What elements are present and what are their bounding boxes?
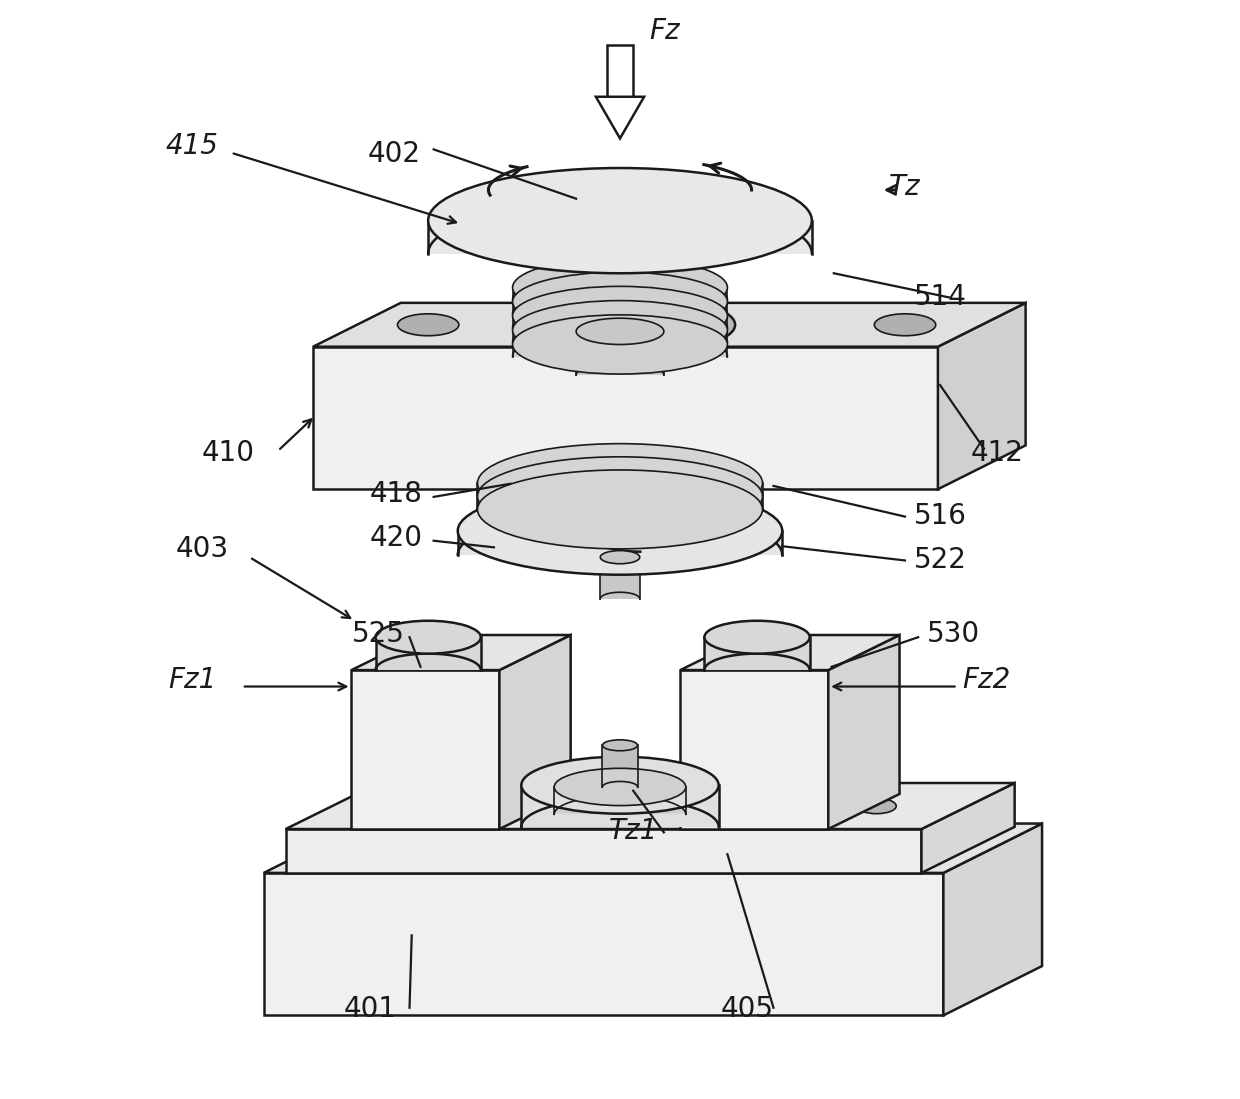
- Polygon shape: [312, 346, 937, 489]
- Ellipse shape: [603, 740, 637, 751]
- Text: Fz: Fz: [650, 18, 681, 45]
- Polygon shape: [500, 635, 570, 829]
- Text: 514: 514: [914, 282, 967, 311]
- Polygon shape: [937, 303, 1025, 489]
- Ellipse shape: [500, 506, 740, 571]
- Text: 525: 525: [351, 620, 404, 648]
- Polygon shape: [944, 823, 1042, 1015]
- Ellipse shape: [402, 798, 441, 813]
- Ellipse shape: [704, 621, 810, 654]
- Polygon shape: [921, 782, 1014, 873]
- Text: 516: 516: [914, 502, 967, 530]
- Ellipse shape: [874, 314, 936, 335]
- Ellipse shape: [600, 551, 640, 564]
- Ellipse shape: [512, 273, 728, 331]
- Polygon shape: [312, 303, 1025, 346]
- Ellipse shape: [512, 258, 728, 317]
- Polygon shape: [428, 221, 812, 254]
- Polygon shape: [596, 97, 644, 138]
- Polygon shape: [376, 637, 481, 670]
- Polygon shape: [512, 288, 728, 300]
- Ellipse shape: [512, 287, 728, 345]
- Polygon shape: [606, 45, 634, 97]
- Polygon shape: [477, 484, 763, 495]
- Text: 410: 410: [201, 440, 254, 467]
- Text: 530: 530: [928, 620, 980, 648]
- Polygon shape: [600, 557, 640, 599]
- Polygon shape: [285, 782, 1014, 829]
- Polygon shape: [554, 787, 686, 814]
- Ellipse shape: [477, 470, 763, 548]
- Polygon shape: [512, 344, 728, 356]
- Polygon shape: [512, 302, 728, 314]
- Ellipse shape: [857, 798, 897, 813]
- Polygon shape: [264, 873, 944, 1015]
- Text: 415: 415: [165, 132, 218, 160]
- Ellipse shape: [477, 444, 763, 523]
- Polygon shape: [458, 531, 782, 555]
- Ellipse shape: [477, 457, 763, 535]
- Ellipse shape: [593, 301, 735, 348]
- Text: Tz: Tz: [889, 173, 920, 201]
- Ellipse shape: [512, 301, 728, 359]
- Text: Tz1: Tz1: [609, 818, 658, 845]
- Text: 522: 522: [914, 545, 967, 574]
- Polygon shape: [351, 635, 570, 670]
- Text: 403: 403: [176, 534, 229, 563]
- Ellipse shape: [376, 621, 481, 654]
- Ellipse shape: [585, 211, 655, 230]
- Polygon shape: [704, 637, 810, 670]
- Polygon shape: [521, 785, 719, 826]
- Ellipse shape: [719, 798, 759, 813]
- Text: 420: 420: [370, 524, 423, 552]
- Ellipse shape: [554, 768, 686, 806]
- Text: 405: 405: [720, 995, 774, 1023]
- Ellipse shape: [398, 314, 459, 335]
- Text: 401: 401: [343, 995, 397, 1023]
- Text: Fz1: Fz1: [169, 666, 217, 695]
- Ellipse shape: [512, 314, 728, 374]
- Ellipse shape: [428, 168, 812, 274]
- Text: 402: 402: [368, 140, 420, 168]
- Polygon shape: [477, 510, 763, 521]
- Polygon shape: [512, 315, 728, 329]
- Polygon shape: [681, 635, 899, 670]
- Polygon shape: [285, 829, 921, 873]
- Polygon shape: [264, 823, 1042, 873]
- Polygon shape: [577, 332, 663, 375]
- Polygon shape: [512, 330, 728, 342]
- Polygon shape: [681, 670, 828, 829]
- Ellipse shape: [521, 757, 719, 813]
- Polygon shape: [828, 635, 899, 829]
- Polygon shape: [351, 670, 500, 829]
- Text: 418: 418: [370, 480, 423, 508]
- Ellipse shape: [458, 487, 782, 575]
- Text: Fz2: Fz2: [962, 666, 1011, 695]
- Ellipse shape: [560, 798, 600, 813]
- Text: 412: 412: [971, 440, 1024, 467]
- Polygon shape: [477, 497, 763, 508]
- Ellipse shape: [577, 319, 663, 344]
- Polygon shape: [603, 745, 637, 787]
- Ellipse shape: [606, 526, 634, 535]
